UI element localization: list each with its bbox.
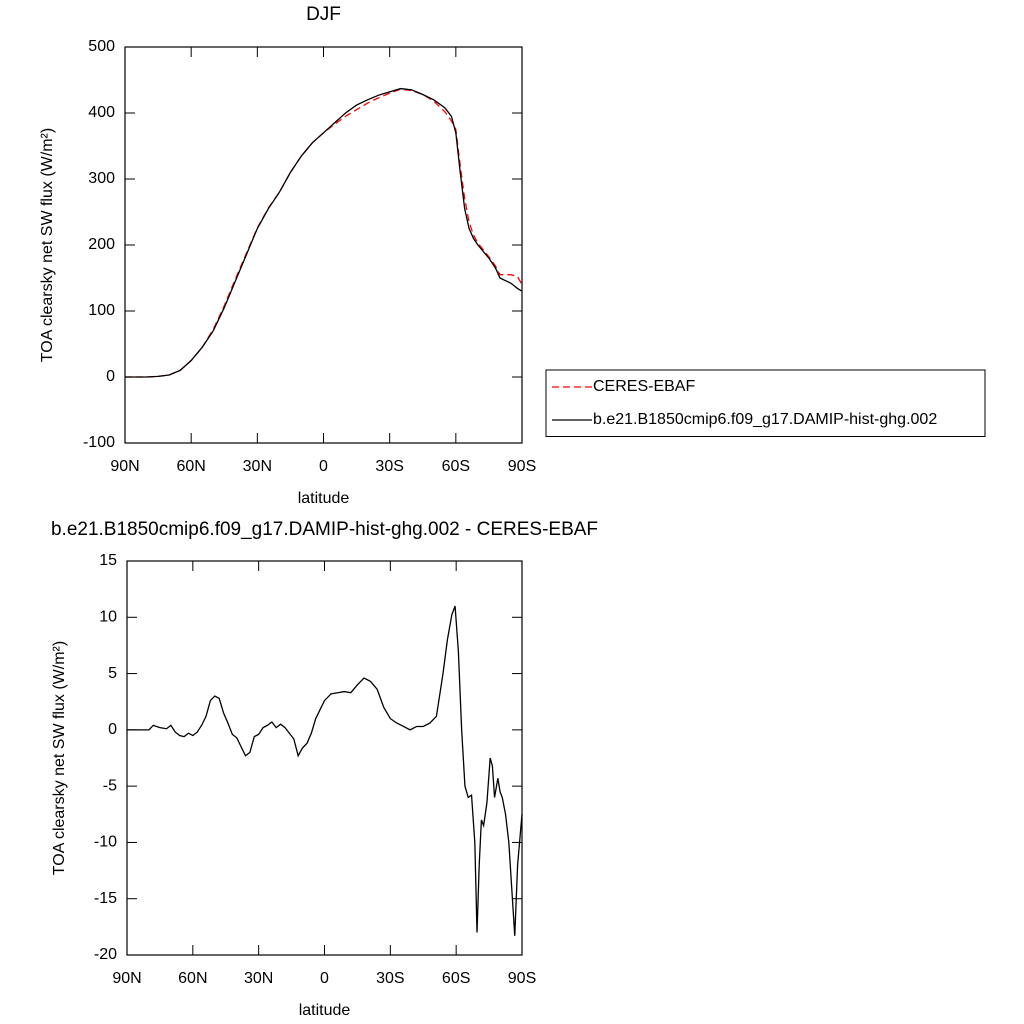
y-tick-label: 15: [99, 552, 117, 569]
y-tick-label: 10: [99, 609, 117, 626]
y-tick-label: 500: [88, 38, 115, 55]
chart-title: b.e21.B1850cmip6.f09_g17.DAMIP-hist-ghg.…: [51, 519, 598, 540]
y-axis-label: TOA clearsky net SW flux (W/m²): [51, 641, 68, 875]
plot-frame: [124, 46, 523, 444]
y-tick-label: -10: [94, 834, 117, 851]
x-tick-label: 90S: [508, 458, 536, 475]
x-tick-label: 90N: [110, 458, 139, 475]
x-tick-label: 60N: [178, 970, 207, 987]
x-tick-label: 30S: [376, 970, 404, 987]
plot-frame: [126, 560, 523, 956]
y-tick-label: -100: [83, 434, 115, 451]
x-tick-label: 90N: [112, 970, 141, 987]
y-tick-label: 300: [88, 170, 115, 187]
x-axis-label: latitude: [299, 1002, 351, 1019]
y-tick-label: 0: [108, 721, 117, 738]
y-tick-label: 100: [88, 302, 115, 319]
x-tick-label: 90S: [508, 970, 536, 987]
x-tick-label: 60S: [442, 458, 470, 475]
legend-label: b.e21.B1850cmip6.f09_g17.DAMIP-hist-ghg.…: [593, 411, 937, 428]
x-tick-label: 0: [319, 458, 328, 475]
y-tick-label: 0: [106, 368, 115, 385]
legend-label: CERES-EBAF: [593, 378, 695, 395]
x-tick-label: 60S: [442, 970, 470, 987]
x-tick-label: 30N: [243, 458, 272, 475]
data-line: [127, 605, 523, 936]
x-axis-label: latitude: [298, 490, 350, 507]
y-tick-label: 400: [88, 104, 115, 121]
y-tick-label: 200: [88, 236, 115, 253]
x-tick-label: 30S: [375, 458, 403, 475]
y-tick-label: 5: [108, 665, 117, 682]
y-axis-label: TOA clearsky net SW flux (W/m²): [39, 128, 56, 362]
x-tick-label: 60N: [176, 458, 205, 475]
y-tick-label: -5: [103, 777, 117, 794]
x-tick-label: 0: [320, 970, 329, 987]
chart-title: DJF: [306, 4, 341, 25]
y-tick-label: -15: [94, 890, 117, 907]
legend-box: [545, 369, 986, 437]
data-line: [125, 87, 523, 378]
x-tick-label: 30N: [244, 970, 273, 987]
y-tick-label: -20: [94, 946, 117, 963]
